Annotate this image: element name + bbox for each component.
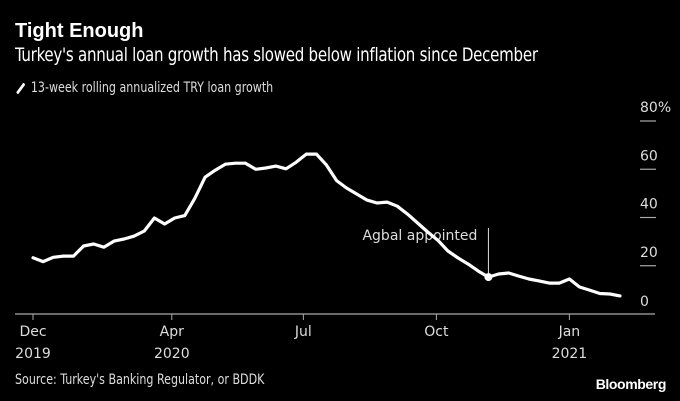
x-tick-label: Oct [424,324,449,340]
annotation-marker [484,273,493,282]
x-tick-label: Jan [558,324,581,340]
x-tick-year-label: 2019 [15,346,51,362]
x-tick-label: Dec [19,324,46,340]
chart-subtitle: Turkey's annual loan growth has slowed b… [15,44,538,66]
x-tick-label: Apr [160,324,184,340]
y-tick-label: 40 [640,197,658,213]
chart-title: Tight Enough [15,20,144,42]
y-tick-label: 60 [640,148,658,164]
series-line-loan-growth [31,152,622,298]
y-tick-label: 0 [640,294,649,310]
legend: 13-week rolling annualized TRY loan grow… [15,80,273,96]
y-tick-label: 20 [640,245,658,261]
bloomberg-logo: Bloomberg [595,376,667,392]
source-note: Source: Turkey's Banking Regulator, or B… [15,372,265,388]
x-tick-label: Jul [294,324,312,340]
y-tick-label: 80% [640,100,671,116]
x-tick-year-label: 2021 [552,346,588,362]
x-tick-year-label: 2020 [154,346,190,362]
legend-label: 13-week rolling annualized TRY loan grow… [30,80,274,96]
annotation-label: Agbal appointed [362,228,477,244]
